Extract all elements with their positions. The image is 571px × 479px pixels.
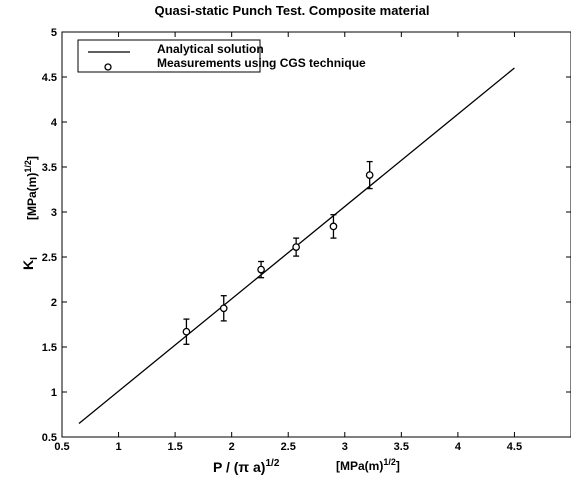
measurement-point bbox=[329, 222, 338, 231]
x-tick-label: 2.5 bbox=[281, 441, 296, 453]
y-tick-label: 1.5 bbox=[42, 342, 57, 354]
legend-marker-swatch bbox=[104, 63, 112, 71]
y-tick-label: 4.5 bbox=[42, 72, 57, 84]
y-axis-label: KI [MPa(m)1/2] bbox=[20, 156, 40, 270]
x-tick-label: 1.5 bbox=[167, 441, 182, 453]
measurement-point bbox=[219, 304, 228, 313]
x-axis-ticks: 0.5 1 1.5 2 2.5 3 3.5 4 4.5 bbox=[54, 32, 522, 453]
y-tick-label: 2 bbox=[51, 297, 57, 309]
x-tick-label: 0.5 bbox=[54, 441, 69, 453]
legend-label-measurements: Measurements using CGS technique bbox=[157, 56, 366, 70]
legend-box bbox=[77, 39, 261, 73]
x-tick-label: 4 bbox=[455, 441, 462, 453]
y-tick-label: 1 bbox=[51, 387, 57, 399]
y-tick-label: 2.5 bbox=[42, 252, 57, 264]
x-tick-label: 2 bbox=[229, 441, 235, 453]
y-tick-label: 0.5 bbox=[42, 432, 57, 444]
y-tick-label: 3 bbox=[51, 207, 57, 219]
x-axis-symbol: P / (π a)1/2 bbox=[213, 458, 280, 475]
measurement-point bbox=[182, 327, 191, 336]
y-axis-symbol: KI bbox=[20, 257, 40, 270]
legend-label-analytical: Analytical solution bbox=[157, 42, 264, 56]
chart-title: Quasi-static Punch Test. Composite mater… bbox=[155, 3, 430, 18]
x-axis-label: P / (π a)1/2 [MPa(m)1/2] bbox=[213, 457, 400, 475]
y-axis-unit: [MPa(m)1/2] bbox=[23, 156, 39, 220]
x-tick-label: 4.5 bbox=[507, 441, 522, 453]
x-tick-label: 3.5 bbox=[394, 441, 409, 453]
x-tick-label: 3 bbox=[342, 441, 348, 453]
y-axis-ticks: 0.5 1 1.5 2 2.5 3 3.5 4 4.5 5 bbox=[42, 27, 571, 444]
y-tick-label: 4 bbox=[51, 117, 58, 129]
plot-frame bbox=[61, 31, 571, 438]
legend: Analytical solution Measurements using C… bbox=[77, 39, 366, 73]
measurement-point bbox=[257, 265, 265, 274]
y-tick-label: 3.5 bbox=[42, 162, 57, 174]
measurement-point bbox=[365, 171, 374, 179]
x-axis-unit: [MPa(m)1/2] bbox=[336, 457, 400, 473]
y-tick-label: 5 bbox=[51, 27, 57, 39]
data-marks bbox=[78, 67, 515, 425]
x-tick-label: 1 bbox=[115, 441, 121, 453]
measurement-point bbox=[292, 243, 300, 251]
